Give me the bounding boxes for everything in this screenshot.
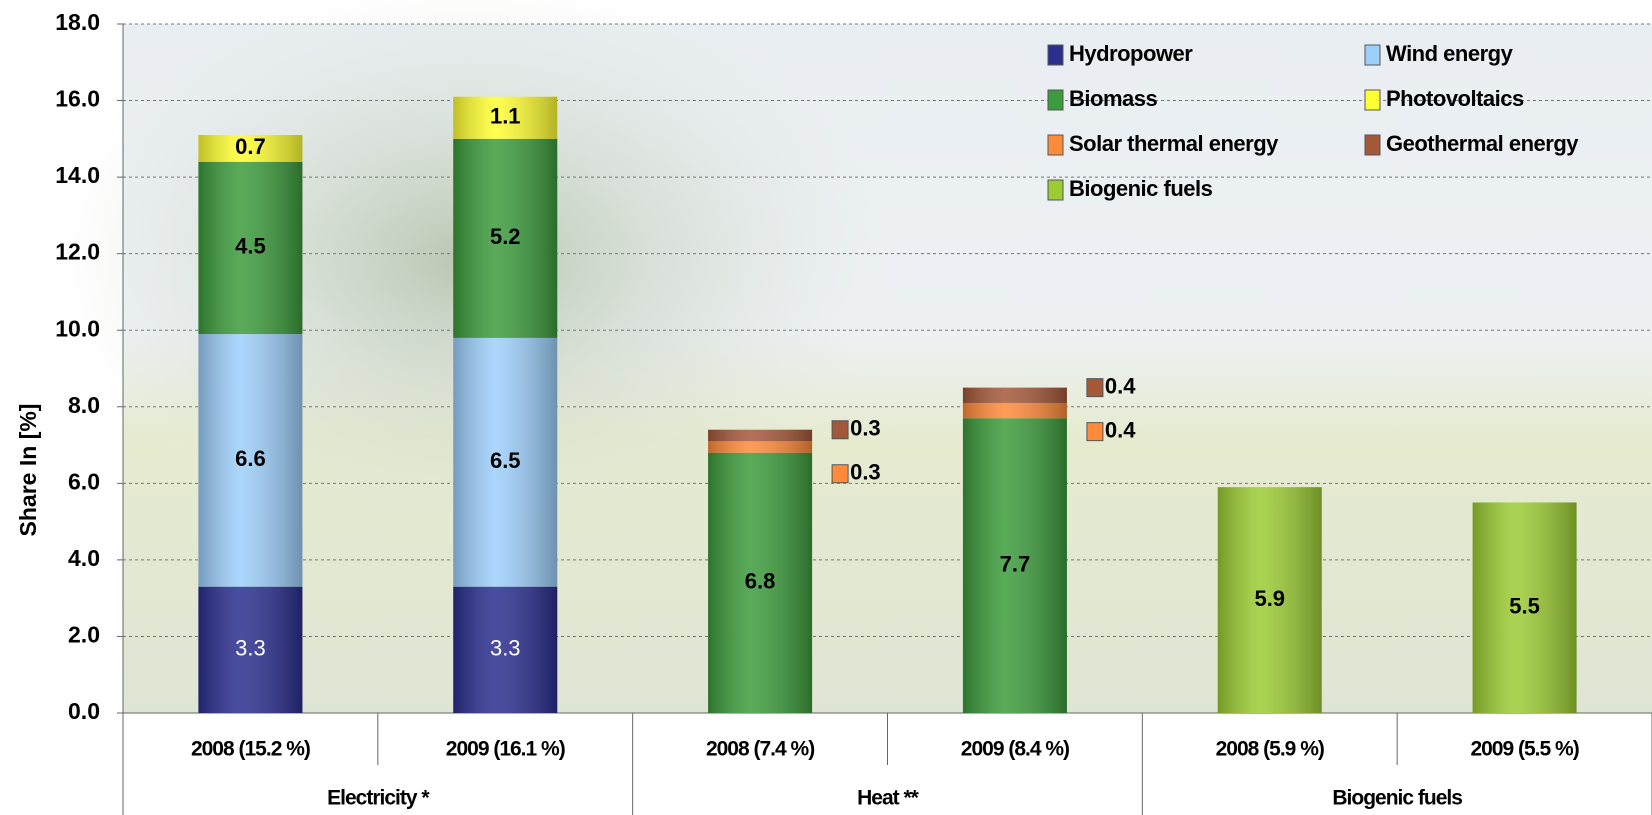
y-tick-label: 8.0 (68, 392, 100, 418)
x-tick-label: 2008 (7.4 %) (706, 738, 814, 761)
bar-shade (708, 430, 812, 441)
label-swatch (1087, 379, 1103, 397)
bar-shade (963, 403, 1067, 418)
bar-shade (708, 441, 812, 452)
label-swatch (1087, 423, 1103, 441)
y-tick-label: 6.0 (68, 468, 100, 494)
x-tick-label: 2009 (16.1 %) (446, 738, 565, 761)
group-label: Electricity * (327, 787, 430, 810)
legend-swatch (1365, 45, 1380, 65)
legend-label: Solar thermal energy (1069, 131, 1279, 156)
page: {"chart_data": {"type": "stacked-bar", "… (0, 0, 1652, 815)
value-label: 0.3 (850, 416, 881, 441)
value-label: 1.1 (490, 104, 521, 129)
value-label: 6.5 (490, 448, 521, 473)
value-label: 6.8 (745, 569, 776, 594)
x-tick-label: 2008 (15.2 %) (191, 738, 310, 761)
legend-label: Photovoltaics (1386, 86, 1524, 111)
value-label: 0.3 (850, 460, 881, 485)
legend-label: Biogenic fuels (1069, 176, 1213, 201)
value-label: 3.3 (235, 636, 266, 661)
legend-swatch (1365, 135, 1380, 155)
label-swatch (832, 421, 848, 439)
y-tick-label: 4.0 (68, 545, 100, 571)
legend-label: Biomass (1069, 86, 1157, 111)
y-tick-label: 12.0 (55, 239, 100, 265)
chart: Share In [%] 0.0 2.0 4.0 6.0 8.0 10.0 12.0 14.0… (0, 0, 1652, 815)
value-label: 0.4 (1105, 373, 1136, 398)
legend-swatch (1048, 45, 1063, 65)
value-label: 0.4 (1105, 417, 1136, 442)
group-label: Biogenic fuels (1332, 787, 1462, 810)
value-label: 3.3 (490, 636, 521, 661)
value-label: 4.5 (235, 234, 266, 259)
y-tick-label: 0.0 (68, 698, 100, 724)
x-tick-label: 2009 (5.5 %) (1470, 738, 1578, 761)
y-axis-title: Share In [%] (15, 404, 41, 537)
legend-swatch (1365, 90, 1380, 110)
value-label: 5.9 (1254, 586, 1285, 611)
bar-shade (963, 388, 1067, 403)
group-label: Heat ** (857, 787, 920, 810)
legend-swatch (1048, 90, 1063, 110)
legend-label: Geothermal energy (1386, 131, 1579, 156)
label-swatch (832, 465, 848, 483)
x-tick-label: 2008 (5.9 %) (1216, 738, 1324, 761)
legend-label: Wind energy (1386, 41, 1514, 66)
x-tick-label: 2009 (8.4 %) (961, 738, 1069, 761)
y-tick-label: 10.0 (55, 315, 100, 341)
legend-label: Hydropower (1069, 41, 1193, 66)
value-label: 5.2 (490, 224, 521, 249)
value-label: 6.6 (235, 446, 266, 471)
legend-swatch (1048, 180, 1063, 200)
y-tick-label: 14.0 (55, 162, 100, 188)
legend-swatch (1048, 135, 1063, 155)
y-tick-label: 16.0 (55, 86, 100, 112)
value-label: 5.5 (1509, 594, 1540, 619)
y-tick-label: 2.0 (68, 622, 100, 648)
value-label: 7.7 (1000, 551, 1031, 576)
value-label: 0.7 (235, 134, 266, 159)
y-tick-label: 18.0 (55, 9, 100, 35)
